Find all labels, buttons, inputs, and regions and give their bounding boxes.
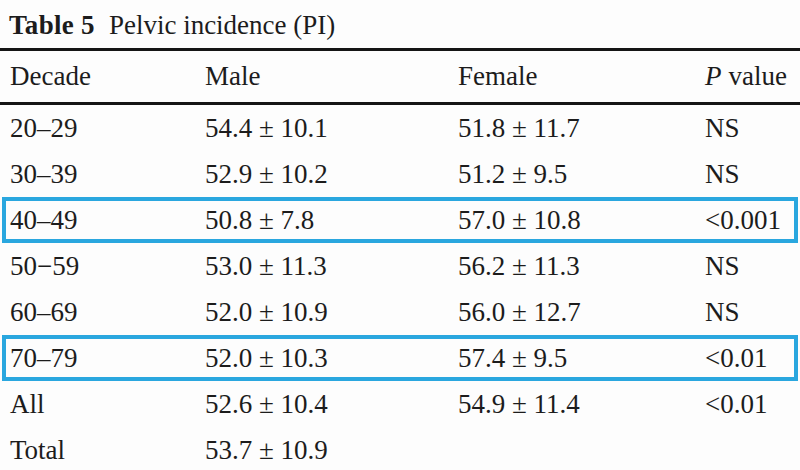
cell-female: 56.2 ± 11.3: [448, 251, 695, 282]
cell-p-value: NS: [695, 159, 800, 190]
cell-male: 52.0 ± 10.9: [195, 297, 448, 328]
table-row: 60–69 52.0 ± 10.9 56.0 ± 12.7 NS: [0, 289, 800, 335]
table-header-row: Decade Male Female Pvalue: [0, 51, 800, 102]
cell-p-value: NS: [695, 113, 800, 144]
cell-p-value: <0.01: [695, 389, 800, 420]
cell-male: 52.9 ± 10.2: [195, 159, 448, 190]
cell-decade: 60–69: [0, 297, 195, 328]
cell-decade: Total: [0, 435, 195, 466]
cell-decade: 40–49: [6, 205, 195, 236]
cell-p-value: NS: [695, 297, 800, 328]
cell-decade: 30–39: [0, 159, 195, 190]
p-symbol: P: [705, 61, 722, 91]
table-row: 30–39 52.9 ± 10.2 51.2 ± 9.5 NS: [0, 151, 800, 197]
cell-decade: 70–79: [6, 343, 195, 374]
cell-female: 51.2 ± 9.5: [448, 159, 695, 190]
cell-p-value: <0.01: [695, 343, 794, 374]
table-number-label: Table 5: [9, 10, 95, 40]
table-row: 50−59 53.0 ± 11.3 56.2 ± 11.3 NS: [0, 243, 800, 289]
cell-p-value: <0.001: [695, 205, 794, 236]
cell-female: 56.0 ± 12.7: [448, 297, 695, 328]
column-header-female: Female: [448, 61, 695, 92]
cell-female: 57.0 ± 10.8: [448, 205, 695, 236]
cell-male: 54.4 ± 10.1: [195, 113, 448, 144]
table-title: Table 5 Pelvic incidence (PI): [0, 0, 800, 48]
cell-male: 53.7 ± 10.9: [195, 435, 448, 466]
cell-decade: 20–29: [0, 113, 195, 144]
column-header-p-value: Pvalue: [695, 61, 800, 92]
highlighted-table-row: 40–49 50.8 ± 7.8 57.0 ± 10.8 <0.001: [2, 197, 798, 243]
table-row: 20–29 54.4 ± 10.1 51.8 ± 11.7 NS: [0, 105, 800, 151]
column-header-decade: Decade: [0, 61, 195, 92]
table-row: All 52.6 ± 10.4 54.9 ± 11.4 <0.01: [0, 381, 800, 427]
cell-female: 54.9 ± 11.4: [448, 389, 695, 420]
column-header-male: Male: [195, 61, 448, 92]
cell-male: 53.0 ± 11.3: [195, 251, 448, 282]
cell-decade: 50−59: [0, 251, 195, 282]
cell-male: 52.6 ± 10.4: [195, 389, 448, 420]
cell-male: 52.0 ± 10.3: [195, 343, 448, 374]
paper-table-page: Table 5 Pelvic incidence (PI) Decade Male…: [0, 0, 800, 470]
cell-female: 57.4 ± 9.5: [448, 343, 695, 374]
cell-decade: All: [0, 389, 195, 420]
highlighted-table-row: 70–79 52.0 ± 10.3 57.4 ± 9.5 <0.01: [2, 335, 798, 381]
cell-p-value: NS: [695, 251, 800, 282]
cell-male: 50.8 ± 7.8: [195, 205, 448, 236]
p-word: value: [729, 61, 787, 91]
table-row: Total 53.7 ± 10.9: [0, 427, 800, 470]
table-caption: Pelvic incidence (PI): [109, 10, 335, 40]
cell-female: 51.8 ± 11.7: [448, 113, 695, 144]
